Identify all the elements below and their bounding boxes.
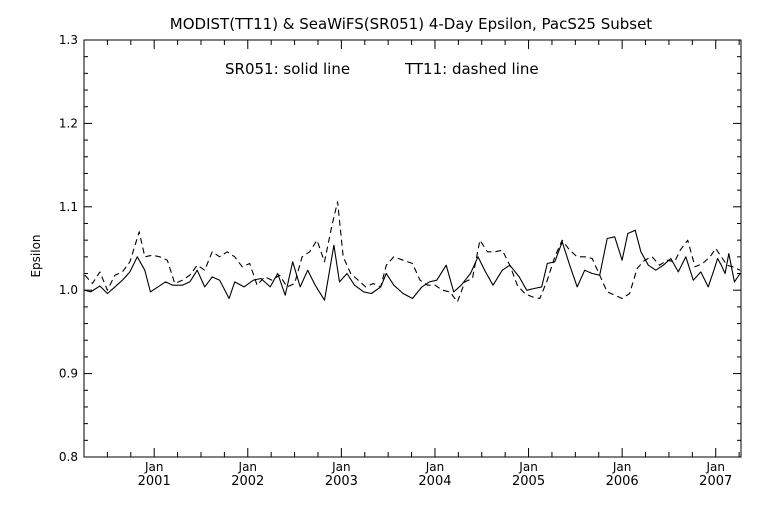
plot-frame [83,39,742,458]
y-tick-label: 1.0 [59,283,78,297]
y-axis-label: Epsilon [29,234,43,277]
x-tick-year-label: 2006 [606,474,639,489]
x-tick-year-label: 2007 [699,474,732,489]
series-sr051-line [84,229,741,301]
chart-title: MODIST(TT11) & SeaWiFS(SR051) 4-Day Epsi… [170,15,653,33]
annotation-dashed-line: TT11: dashed line [404,60,539,78]
series-tt11-line [84,201,741,303]
x-tick-year-label: 2004 [418,474,451,489]
x-tick-month-label: Jan [612,460,632,474]
x-tick-year-label: 2001 [138,474,171,489]
x-tick-month-label: Jan [425,460,445,474]
x-tick-month-label: Jan [238,460,258,474]
series-group [84,201,741,303]
y-tick-label: 1.1 [59,200,78,214]
x-tick-month-label: Jan [705,460,725,474]
y-tick-label: 1.3 [59,33,78,47]
x-tick-year-label: 2002 [231,474,264,489]
x-tick-month-label: Jan [331,460,351,474]
x-tick-year-label: 2003 [325,474,358,489]
x-tick-year-label: 2005 [512,474,545,489]
x-axis: Jan2001Jan2002Jan2003Jan2004Jan2005Jan20… [83,40,740,489]
y-tick-label: 0.8 [59,450,78,464]
annotation-solid-line: SR051: solid line [225,60,350,78]
y-axis: 0.8 0.9 1.0 1.1 1.2 1.3 [59,33,741,464]
x-tick-month-label: Jan [518,460,538,474]
y-tick-label: 1.2 [59,116,78,130]
y-tick-label: 0.9 [59,367,78,381]
x-tick-month-label: Jan [144,460,164,474]
